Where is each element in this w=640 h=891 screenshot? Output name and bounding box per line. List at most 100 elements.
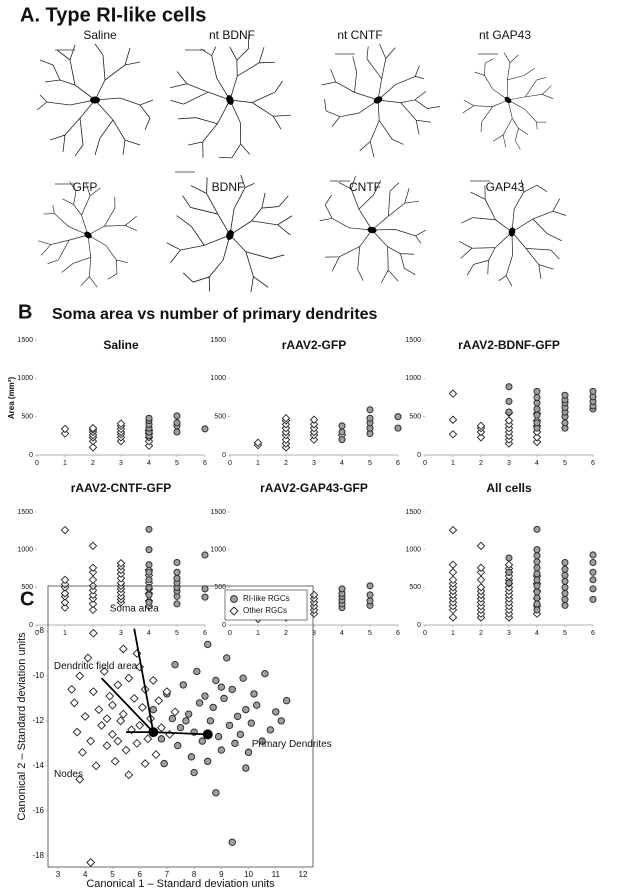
point bbox=[118, 644, 128, 654]
point bbox=[561, 391, 569, 399]
point bbox=[135, 662, 145, 672]
y-tick-label: 0 bbox=[417, 452, 421, 459]
point bbox=[448, 389, 458, 398]
point bbox=[533, 546, 541, 554]
x-tick-label: 5 bbox=[563, 630, 567, 637]
point bbox=[154, 696, 164, 706]
point bbox=[60, 429, 70, 438]
point bbox=[561, 595, 569, 603]
point bbox=[143, 734, 153, 744]
x-axis-label: Canonical 1 – Standard deviation units bbox=[86, 878, 275, 890]
vector bbox=[133, 628, 155, 733]
point bbox=[244, 748, 253, 757]
point bbox=[108, 700, 117, 710]
point bbox=[201, 425, 209, 433]
point bbox=[60, 575, 70, 585]
point bbox=[533, 405, 541, 413]
point bbox=[88, 590, 98, 600]
cell-label: nt BDNF bbox=[209, 28, 255, 42]
x-tick-label: 0 bbox=[35, 630, 39, 637]
point bbox=[309, 415, 319, 424]
point bbox=[88, 599, 98, 609]
point bbox=[173, 412, 181, 420]
point bbox=[187, 753, 196, 761]
point bbox=[182, 717, 190, 725]
point bbox=[173, 568, 181, 576]
point bbox=[88, 541, 98, 551]
point bbox=[394, 424, 402, 432]
point bbox=[170, 707, 180, 717]
point bbox=[206, 717, 215, 725]
x-tick-label: 1 bbox=[256, 630, 260, 637]
point bbox=[505, 408, 513, 416]
point bbox=[533, 600, 541, 608]
point bbox=[110, 756, 120, 766]
panel-c-letter: C bbox=[20, 588, 34, 610]
x-tick-label: 5 bbox=[110, 870, 115, 879]
point bbox=[561, 558, 569, 566]
y-tick-label: -12 bbox=[32, 716, 44, 725]
point bbox=[198, 737, 206, 745]
point bbox=[78, 747, 87, 757]
point bbox=[88, 575, 98, 585]
point bbox=[533, 576, 541, 584]
point bbox=[116, 716, 126, 726]
point bbox=[261, 669, 269, 678]
y-tick-label: -18 bbox=[32, 851, 44, 860]
point bbox=[204, 640, 212, 649]
point bbox=[116, 574, 126, 583]
point bbox=[124, 770, 134, 780]
point bbox=[145, 525, 153, 533]
point bbox=[116, 558, 126, 568]
point bbox=[589, 551, 597, 559]
point bbox=[145, 568, 153, 576]
point bbox=[533, 525, 541, 533]
panel-b-letter: B bbox=[18, 301, 32, 323]
point bbox=[448, 575, 458, 585]
subplot-title: rAAV2-CNTF-GFP bbox=[71, 481, 171, 495]
point bbox=[250, 690, 258, 698]
vector-label: Primary Dendrites bbox=[252, 739, 332, 750]
point bbox=[533, 387, 541, 395]
point bbox=[309, 590, 319, 600]
point bbox=[220, 694, 228, 703]
point bbox=[277, 717, 285, 725]
point bbox=[448, 415, 458, 424]
point bbox=[88, 586, 98, 595]
point bbox=[173, 428, 181, 436]
point bbox=[80, 711, 90, 721]
point bbox=[476, 583, 486, 592]
x-tick-label: 1 bbox=[63, 460, 67, 467]
legend-marker bbox=[229, 606, 239, 616]
x-tick-label: 3 bbox=[507, 460, 511, 467]
point bbox=[94, 705, 104, 715]
point bbox=[121, 745, 131, 755]
cell-label: GAP43 bbox=[486, 180, 525, 194]
x-tick-label: 0 bbox=[228, 460, 232, 467]
x-tick-label: 4 bbox=[340, 460, 344, 467]
centroid bbox=[202, 729, 213, 740]
point bbox=[129, 693, 139, 703]
point bbox=[476, 433, 486, 442]
point bbox=[561, 565, 569, 573]
point bbox=[225, 721, 234, 730]
point bbox=[448, 525, 458, 535]
point bbox=[179, 681, 187, 689]
point bbox=[60, 525, 70, 535]
point bbox=[476, 421, 486, 431]
point bbox=[88, 605, 98, 615]
cell-label: BDNF bbox=[212, 180, 245, 194]
point bbox=[113, 680, 123, 690]
point bbox=[561, 419, 569, 427]
point bbox=[99, 666, 109, 676]
point bbox=[448, 613, 458, 622]
point bbox=[533, 564, 541, 572]
x-tick-label: 3 bbox=[312, 460, 316, 467]
point bbox=[165, 729, 175, 739]
panel-b-title: Soma area vs number of primary dendrites bbox=[52, 306, 378, 323]
x-tick-label: 9 bbox=[219, 870, 224, 879]
point bbox=[69, 698, 79, 708]
y-tick-label: 1000 bbox=[405, 547, 421, 554]
vector-label: Soma area bbox=[110, 603, 159, 614]
